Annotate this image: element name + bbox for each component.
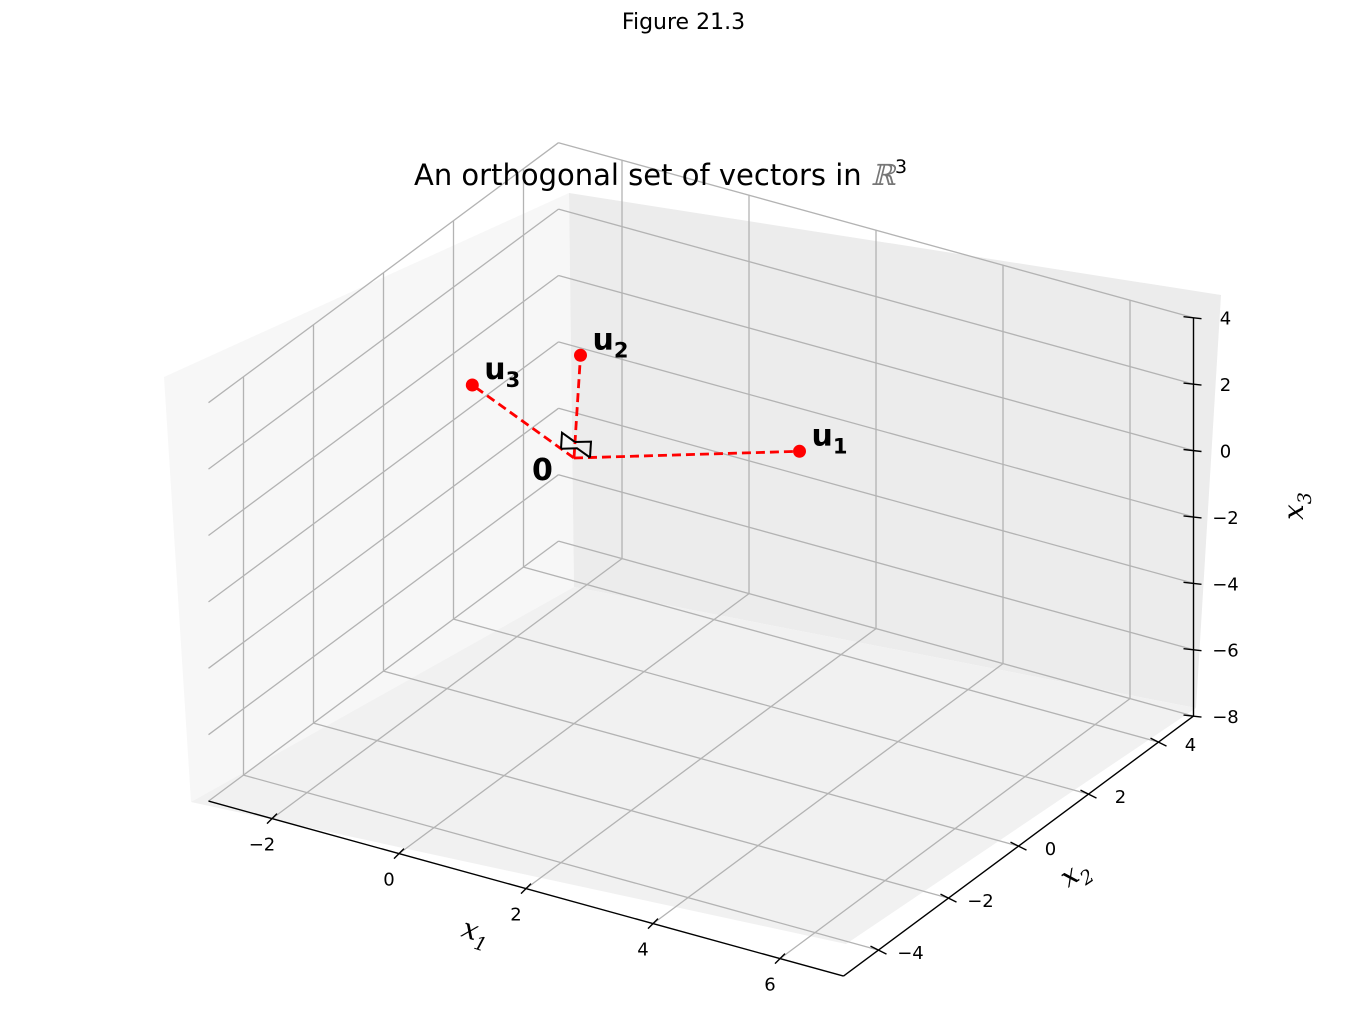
x3-tick-label: 0: [1220, 442, 1231, 463]
grid-line-x3-back: [558, 208, 1194, 385]
x3-tick-label: −8: [1212, 707, 1239, 728]
x3-tick: [1183, 714, 1202, 718]
grid-line-x3-left: [208, 407, 559, 669]
figure-label: Figure 21.3: [621, 10, 746, 35]
point-label-u1: u1: [812, 418, 848, 458]
grid-line-x2-floor: [243, 774, 879, 951]
x1-axis-title: x1: [456, 911, 494, 956]
grid-line-x3-back: [558, 274, 1194, 452]
x3-tick: [1183, 382, 1202, 386]
x2-tick-label: −2: [967, 891, 994, 912]
grid-line-x3-left: [208, 341, 559, 603]
x3-tick-label: −6: [1212, 641, 1239, 662]
x1-tick-label: 6: [764, 975, 775, 996]
grid-line-x3-back: [558, 341, 1194, 518]
x2-axis-title: x2: [1053, 851, 1098, 899]
x3-axis-title: x3: [1277, 492, 1316, 520]
x2-tick-label: 4: [1185, 735, 1196, 756]
grid-line-x3-left: [208, 274, 559, 537]
x3-ticks: −8 −6 −4 −2 0 2 4: [1183, 309, 1239, 728]
grid-line-x3-left: [208, 474, 559, 736]
x2-tick: [1150, 737, 1167, 747]
x3-tick: [1183, 581, 1202, 585]
point-u2: [574, 348, 587, 362]
grid-lines: [208, 142, 1194, 960]
x3-tick: [1183, 316, 1202, 320]
grid-line-x2-floor: [453, 618, 1089, 795]
x3-tick-label: 2: [1220, 375, 1231, 396]
grid-line-x2-floor: [523, 566, 1159, 743]
chart-title: An orthogonal set of vectors in ℝ3: [414, 156, 907, 192]
x3-tick: [1183, 515, 1202, 519]
x3-tick-label: 4: [1220, 309, 1231, 330]
right-angle-marker: [574, 440, 593, 458]
x2-tick-label: 0: [1045, 839, 1056, 860]
grid-line-x2-floor: [313, 722, 949, 899]
origin-label: 0: [532, 453, 553, 488]
grid-line-x3-back: [558, 540, 1194, 717]
x1-tick: [774, 953, 786, 965]
x1-tick: [393, 848, 405, 860]
right-angle-marker: [560, 447, 591, 459]
x1-tick-label: 0: [383, 870, 394, 891]
x2-tick: [940, 893, 957, 903]
x3-tick-label: −4: [1212, 574, 1239, 595]
grid-line-x3-back: [558, 407, 1194, 584]
x2-ticks: −4 −2 0 2 4: [870, 735, 1196, 964]
x3-tick: [1183, 448, 1202, 453]
grid-line-x3-left: [208, 540, 559, 802]
point-u3: [465, 378, 479, 392]
grid-line-x3-back: [558, 142, 1194, 319]
vector-line-u1: [573, 449, 800, 460]
x3-tick: [1183, 648, 1202, 652]
point-u1: [793, 444, 806, 458]
x1-tick: [266, 813, 278, 825]
x2-tick-label: 2: [1115, 787, 1126, 808]
x1-tick-label: −2: [249, 835, 276, 856]
x1-tick: [647, 918, 659, 930]
x2-tick: [1080, 789, 1097, 799]
data-layer: u1 u2 u3 0: [465, 322, 848, 488]
point-label-u2: u2: [593, 322, 629, 362]
x1-tick-label: 2: [510, 905, 521, 926]
x1-tick-label: 4: [637, 940, 648, 961]
x1-tick: [520, 883, 532, 895]
grid-line-x3-left: [208, 142, 559, 404]
x3-tick-label: −2: [1212, 508, 1239, 529]
back-pane: [569, 193, 1221, 708]
grid-line-x2-floor: [383, 670, 1019, 847]
x2-tick-label: −4: [897, 943, 924, 964]
point-label-u3: u3: [484, 352, 520, 392]
x2-tick: [870, 945, 887, 955]
left-pane: [164, 193, 574, 802]
right-angle-marker: [560, 430, 576, 449]
grid-line-x3-back: [558, 474, 1194, 651]
x2-tick: [1010, 841, 1027, 851]
vector-line-u3: [471, 383, 575, 460]
x1-ticks: −2 0 2 4 6: [249, 813, 786, 996]
floor-pane: [191, 587, 1196, 944]
grid-line-x3-left: [208, 208, 559, 470]
